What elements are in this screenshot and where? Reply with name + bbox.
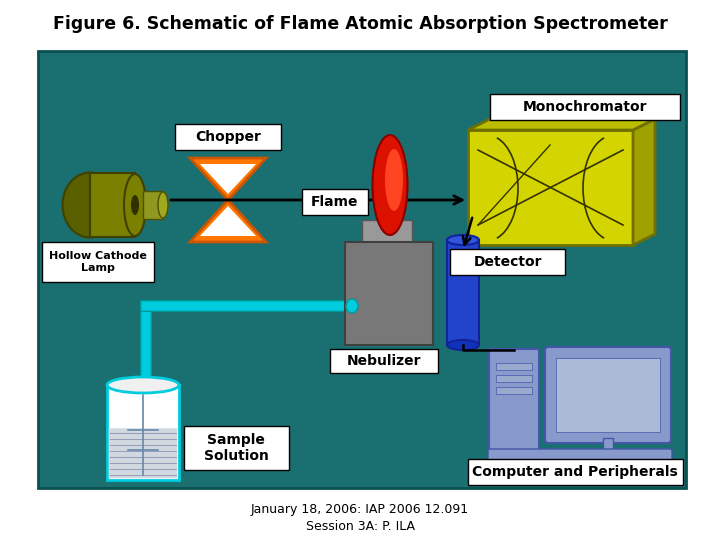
Text: Computer and Peripherals: Computer and Peripherals (472, 465, 678, 479)
FancyBboxPatch shape (545, 347, 671, 443)
Ellipse shape (346, 299, 358, 313)
FancyBboxPatch shape (496, 375, 532, 382)
FancyBboxPatch shape (302, 189, 368, 215)
FancyBboxPatch shape (345, 242, 433, 345)
FancyBboxPatch shape (489, 349, 539, 461)
Polygon shape (190, 158, 266, 200)
FancyBboxPatch shape (184, 426, 289, 470)
FancyBboxPatch shape (143, 191, 163, 219)
Polygon shape (633, 119, 655, 245)
FancyBboxPatch shape (140, 306, 151, 386)
Text: Chopper: Chopper (195, 130, 261, 144)
Ellipse shape (124, 174, 146, 236)
FancyBboxPatch shape (488, 449, 672, 467)
FancyBboxPatch shape (490, 94, 680, 120)
Polygon shape (468, 119, 655, 130)
Ellipse shape (385, 149, 403, 211)
Text: Nebulizer: Nebulizer (347, 354, 421, 368)
Polygon shape (190, 200, 266, 242)
Ellipse shape (107, 377, 179, 393)
FancyBboxPatch shape (468, 130, 633, 245)
Text: Detector: Detector (474, 255, 542, 269)
Text: Figure 6. Schematic of Flame Atomic Absorption Spectrometer: Figure 6. Schematic of Flame Atomic Abso… (53, 15, 667, 33)
FancyBboxPatch shape (90, 173, 135, 237)
FancyBboxPatch shape (140, 301, 354, 311)
FancyBboxPatch shape (496, 363, 532, 370)
FancyBboxPatch shape (42, 242, 154, 282)
FancyBboxPatch shape (109, 428, 177, 478)
FancyBboxPatch shape (175, 124, 281, 150)
FancyBboxPatch shape (468, 459, 683, 485)
Text: January 18, 2006: IAP 2006 12.091: January 18, 2006: IAP 2006 12.091 (251, 503, 469, 516)
FancyBboxPatch shape (107, 385, 179, 480)
FancyBboxPatch shape (496, 387, 532, 394)
Ellipse shape (372, 135, 408, 235)
Ellipse shape (131, 195, 139, 215)
Polygon shape (200, 206, 256, 236)
Ellipse shape (158, 192, 168, 218)
FancyBboxPatch shape (38, 51, 686, 488)
FancyBboxPatch shape (586, 452, 630, 458)
Text: Hollow Cathode
Lamp: Hollow Cathode Lamp (49, 251, 147, 273)
Text: Session 3A: P. ILA: Session 3A: P. ILA (305, 519, 415, 532)
FancyBboxPatch shape (450, 249, 565, 275)
Text: Sample
Solution: Sample Solution (204, 433, 269, 463)
Ellipse shape (447, 235, 479, 245)
Text: Monochromator: Monochromator (523, 100, 647, 114)
FancyBboxPatch shape (603, 438, 613, 455)
FancyBboxPatch shape (362, 220, 412, 242)
Polygon shape (200, 164, 256, 194)
Text: Flame: Flame (311, 195, 359, 209)
FancyBboxPatch shape (556, 358, 660, 432)
Ellipse shape (63, 172, 117, 238)
Ellipse shape (447, 340, 479, 350)
FancyBboxPatch shape (447, 240, 479, 345)
FancyBboxPatch shape (330, 349, 438, 373)
